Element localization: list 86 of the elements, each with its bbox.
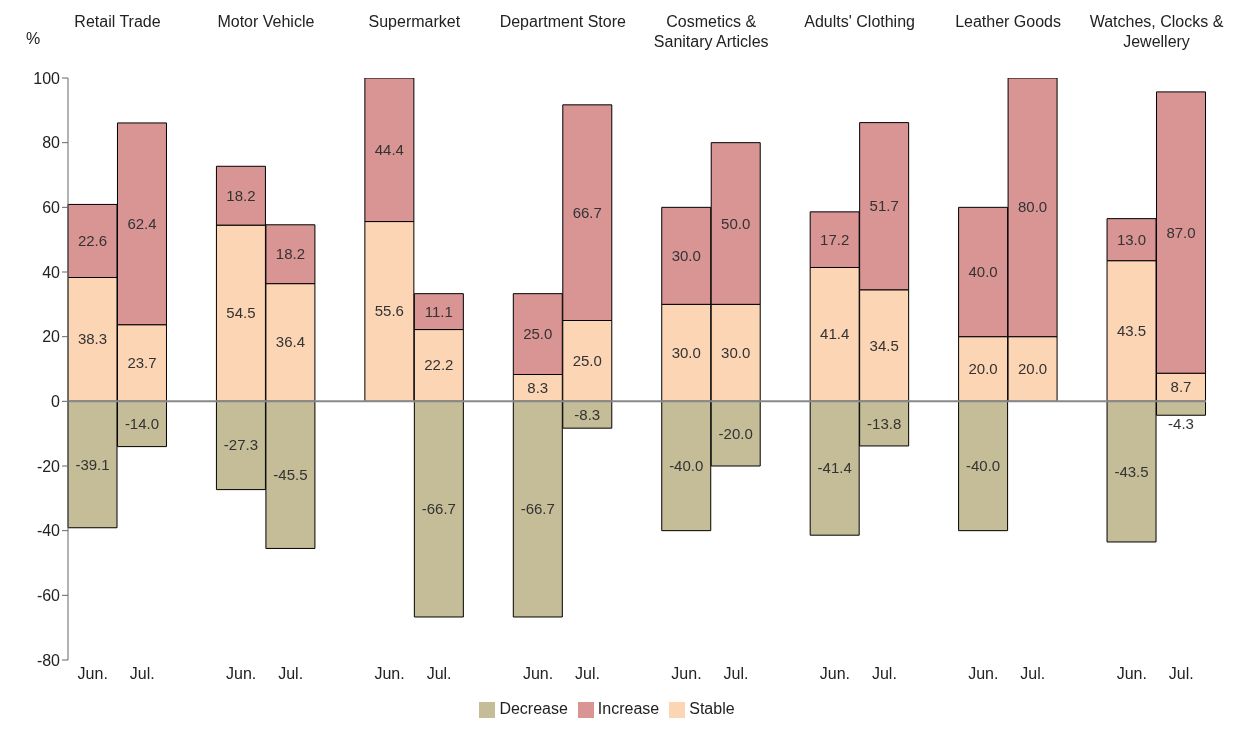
x-tick-label: Jul. (1020, 665, 1046, 683)
data-label: -20.0 (718, 424, 753, 442)
data-label: -40.0 (669, 457, 704, 474)
data-label: 22.6 (77, 231, 108, 249)
data-label: 11.1 (424, 302, 453, 320)
y-axis-title: % (26, 30, 41, 48)
x-tick-label: Jul. (723, 665, 749, 683)
x-tick-label: Jun. (374, 665, 405, 683)
data-label: 8.7 (1170, 378, 1192, 396)
data-label: -66.7 (421, 500, 456, 518)
data-label: 8.3 (527, 378, 549, 396)
text: Retail Trade (73, 12, 162, 32)
data-label: -40.0 (966, 457, 1001, 474)
y-tick-label: -40 (36, 522, 61, 540)
data-label: 20.0 (968, 360, 998, 377)
text: Adults' Clothing (803, 12, 916, 32)
data-label: -8.3 (574, 405, 601, 423)
y-tick-label: -20 (36, 457, 61, 475)
data-label: 66.7 (572, 203, 602, 221)
data-label: 87.0 (1166, 223, 1196, 241)
x-tick-label: Jun. (1116, 665, 1147, 683)
data-label: 40.0 (968, 263, 998, 280)
data-label: 17.2 (820, 230, 850, 248)
data-label: 54.5 (226, 304, 256, 322)
y-tick-label: 40 (42, 263, 61, 281)
legend-label: Decrease (499, 700, 568, 717)
text: Leather Goods (954, 12, 1062, 32)
data-label: 36.4 (275, 333, 306, 351)
y-tick-label: 80 (42, 134, 61, 152)
x-tick-label: Jun. (226, 665, 257, 683)
data-label: 44.4 (374, 140, 404, 158)
data-label: 18.2 (275, 245, 306, 263)
y-tick-label: 0 (51, 393, 61, 411)
y-tick-label: -60 (36, 587, 61, 605)
data-label: 25.0 (523, 325, 553, 343)
x-tick-label: Jul. (1168, 665, 1194, 683)
text: Cosmetics & Sanitary Articles (652, 12, 770, 52)
data-label: 50.0 (721, 214, 751, 232)
text: Motor Vehicle (216, 12, 316, 32)
data-label: 20.0 (1017, 360, 1048, 377)
data-label: 43.5 (1116, 322, 1147, 340)
bar (413, 400, 464, 618)
data-label: 13.0 (1116, 230, 1147, 248)
data-label: 25.0 (572, 351, 602, 369)
bar (958, 400, 1009, 532)
data-label: 51.7 (869, 197, 899, 215)
data-label: -45.5 (273, 465, 308, 483)
data-label: 30.0 (671, 246, 701, 264)
text: Watches, Clocks & Jewellery (1088, 12, 1225, 52)
x-tick-label: Jul. (426, 665, 452, 683)
text: Supermarket (367, 12, 462, 32)
data-label: 30.0 (721, 343, 751, 361)
x-tick-label: Jun. (522, 665, 554, 683)
data-label: 34.5 (869, 336, 899, 354)
x-tick-label: Jul. (278, 665, 304, 683)
y-tick-label: -80 (36, 651, 61, 669)
data-label: -13.8 (867, 414, 902, 432)
data-label: 23.7 (127, 354, 157, 372)
data-label: 30.0 (671, 343, 701, 361)
x-tick-label: Jul. (575, 665, 600, 683)
data-label: -27.3 (223, 436, 259, 454)
legend-label: Increase (597, 700, 660, 717)
x-tick-label: Jul. (129, 665, 155, 683)
data-label: 55.6 (374, 302, 404, 320)
data-label: -41.4 (817, 459, 852, 477)
y-tick-label: 20 (42, 328, 61, 346)
legend-label: Stable (689, 700, 735, 717)
data-label: -39.1 (75, 455, 110, 473)
data-label: 18.2 (226, 186, 256, 204)
x-tick-label: Jun. (671, 665, 702, 683)
data-label: -66.7 (520, 500, 555, 518)
y-tick-label: 60 (42, 199, 61, 217)
data-label: 41.4 (820, 325, 850, 343)
x-tick-label: Jun. (77, 665, 108, 683)
data-label: 80.0 (1017, 198, 1048, 216)
data-label: -14.0 (124, 414, 160, 432)
data-label: 62.4 (127, 214, 157, 232)
data-label: 38.3 (77, 330, 108, 348)
x-tick-label: Jul. (871, 665, 897, 683)
y-tick-label: 100 (33, 69, 61, 87)
data-label: -4.3 (1168, 415, 1194, 433)
text: Department Store (498, 12, 627, 32)
x-tick-label: Jun. (819, 665, 851, 683)
data-label: 22.2 (424, 356, 454, 374)
data-label: -43.5 (1114, 462, 1149, 480)
x-tick-label: Jun. (968, 665, 999, 683)
